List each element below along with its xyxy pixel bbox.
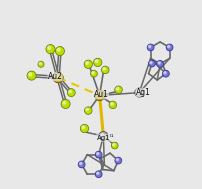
Circle shape [78, 161, 85, 168]
Circle shape [116, 159, 118, 161]
Circle shape [101, 66, 108, 74]
Text: Au1: Au1 [94, 90, 108, 99]
Circle shape [80, 124, 88, 133]
Circle shape [146, 44, 153, 51]
Circle shape [148, 60, 155, 67]
Circle shape [167, 45, 169, 48]
Circle shape [93, 58, 101, 67]
Circle shape [63, 101, 65, 104]
Text: Au2: Au2 [47, 72, 62, 81]
Circle shape [98, 132, 107, 141]
Circle shape [38, 61, 44, 67]
Circle shape [67, 89, 75, 97]
Circle shape [79, 162, 81, 165]
Circle shape [156, 60, 163, 67]
Circle shape [86, 108, 88, 111]
Circle shape [162, 70, 168, 77]
Circle shape [68, 90, 71, 93]
Circle shape [92, 72, 94, 74]
Circle shape [110, 103, 113, 105]
Circle shape [112, 143, 114, 146]
Circle shape [46, 45, 55, 54]
Circle shape [95, 171, 102, 178]
Circle shape [136, 90, 139, 93]
Circle shape [116, 88, 118, 90]
Circle shape [95, 60, 97, 63]
Circle shape [149, 61, 151, 64]
Circle shape [57, 48, 60, 51]
Circle shape [102, 68, 105, 70]
Circle shape [100, 133, 103, 136]
Circle shape [29, 73, 32, 76]
Circle shape [55, 46, 64, 56]
Circle shape [90, 70, 97, 77]
Circle shape [55, 74, 58, 78]
Circle shape [27, 71, 36, 80]
Circle shape [53, 72, 63, 83]
Circle shape [94, 90, 104, 101]
Circle shape [114, 157, 121, 164]
Circle shape [82, 126, 84, 129]
Circle shape [165, 44, 172, 51]
Circle shape [148, 45, 150, 48]
Circle shape [96, 172, 98, 174]
Circle shape [157, 62, 159, 64]
Circle shape [114, 86, 122, 94]
Circle shape [163, 72, 165, 74]
Circle shape [95, 151, 102, 158]
Circle shape [96, 92, 99, 96]
Circle shape [111, 142, 118, 149]
Circle shape [96, 153, 98, 155]
Text: Ag1ᴵ¹: Ag1ᴵ¹ [96, 134, 114, 142]
Circle shape [84, 60, 92, 68]
Circle shape [134, 88, 143, 97]
Circle shape [85, 62, 88, 64]
Circle shape [47, 46, 50, 49]
Circle shape [39, 62, 41, 64]
Text: Ag1: Ag1 [135, 88, 150, 97]
Circle shape [61, 99, 70, 108]
Circle shape [108, 101, 116, 109]
Circle shape [84, 107, 92, 114]
